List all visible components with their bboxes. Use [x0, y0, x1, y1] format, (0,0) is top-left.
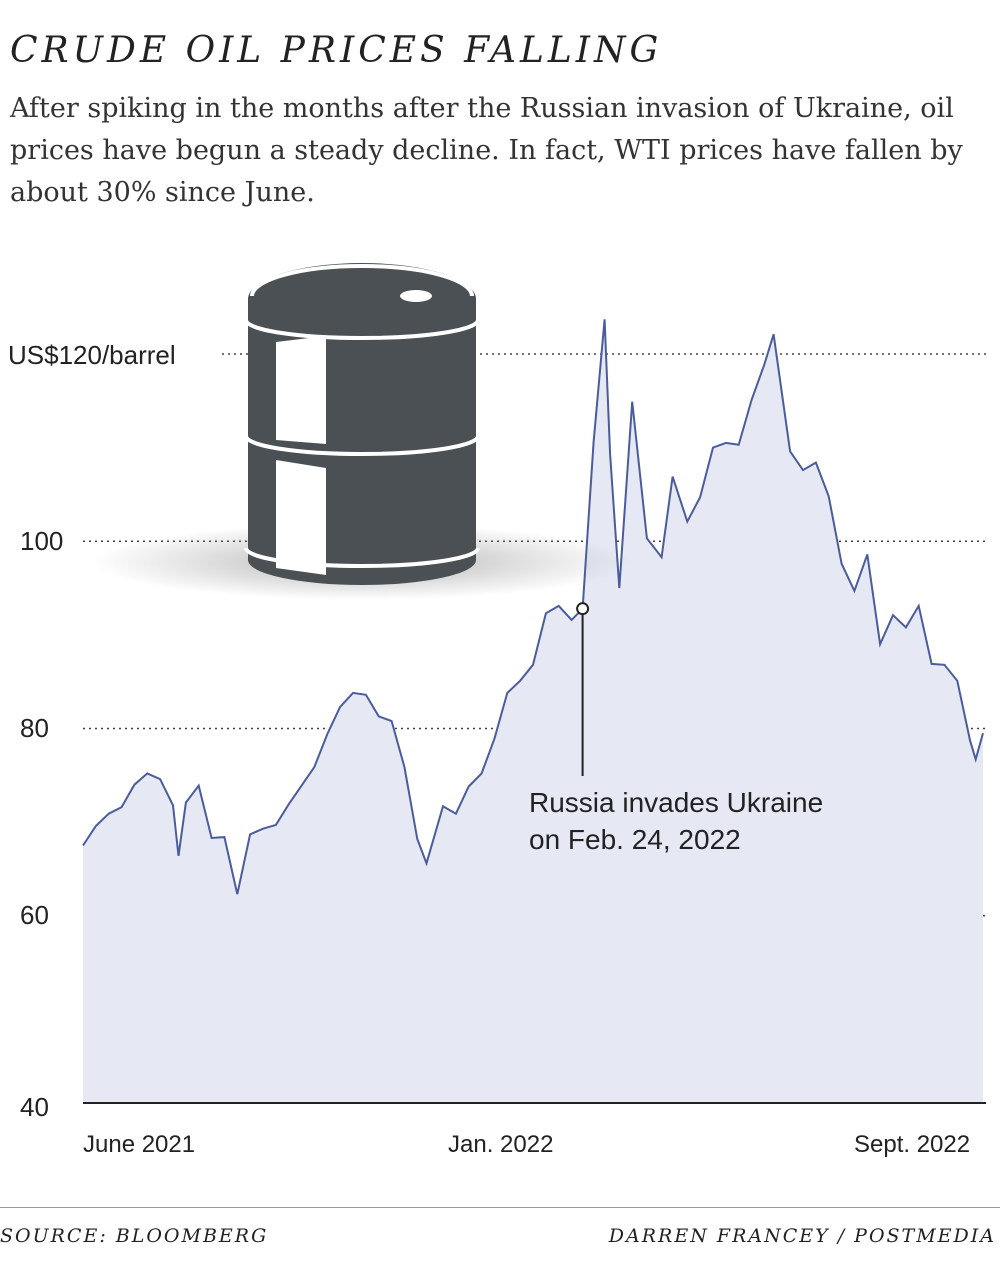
x-tick-label-june-2021: June 2021 — [83, 1131, 195, 1158]
author-credit: DARREN FRANCEY / POSTMEDIA — [608, 1225, 996, 1247]
price-area — [83, 319, 983, 1103]
y-tick-label-100: 100 — [20, 526, 63, 556]
price-line — [82, 319, 984, 895]
source-credit: SOURCE: BLOOMBERG — [0, 1225, 269, 1247]
y-tick-label-60: 60 — [20, 900, 49, 930]
annotation-text-line-2: on Feb. 24, 2022 — [529, 824, 741, 855]
chart-title: CRUDE OIL PRICES FALLING — [10, 30, 663, 71]
chart-subtitle: After spiking in the months after the Ru… — [10, 93, 963, 208]
annotation: Russia invades Ukraine on Feb. 24, 2022 — [529, 602, 823, 855]
oil-barrel-icon — [92, 263, 632, 600]
y-tick-label-80: 80 — [20, 713, 49, 743]
chart-svg: Russia invades Ukraine on Feb. 24, 2022 … — [8, 263, 986, 1158]
y-tick-label-40: 40 — [20, 1092, 49, 1122]
x-tick-label-sept-2022: Sept. 2022 — [854, 1131, 970, 1158]
x-tick-label-jan-2022: Jan. 2022 — [448, 1131, 553, 1158]
footer-divider — [0, 1207, 1000, 1208]
annotation-text-line-1: Russia invades Ukraine — [529, 787, 823, 818]
annotation-marker — [576, 602, 590, 616]
y-tick-label-120: US$120/barrel — [8, 340, 176, 370]
